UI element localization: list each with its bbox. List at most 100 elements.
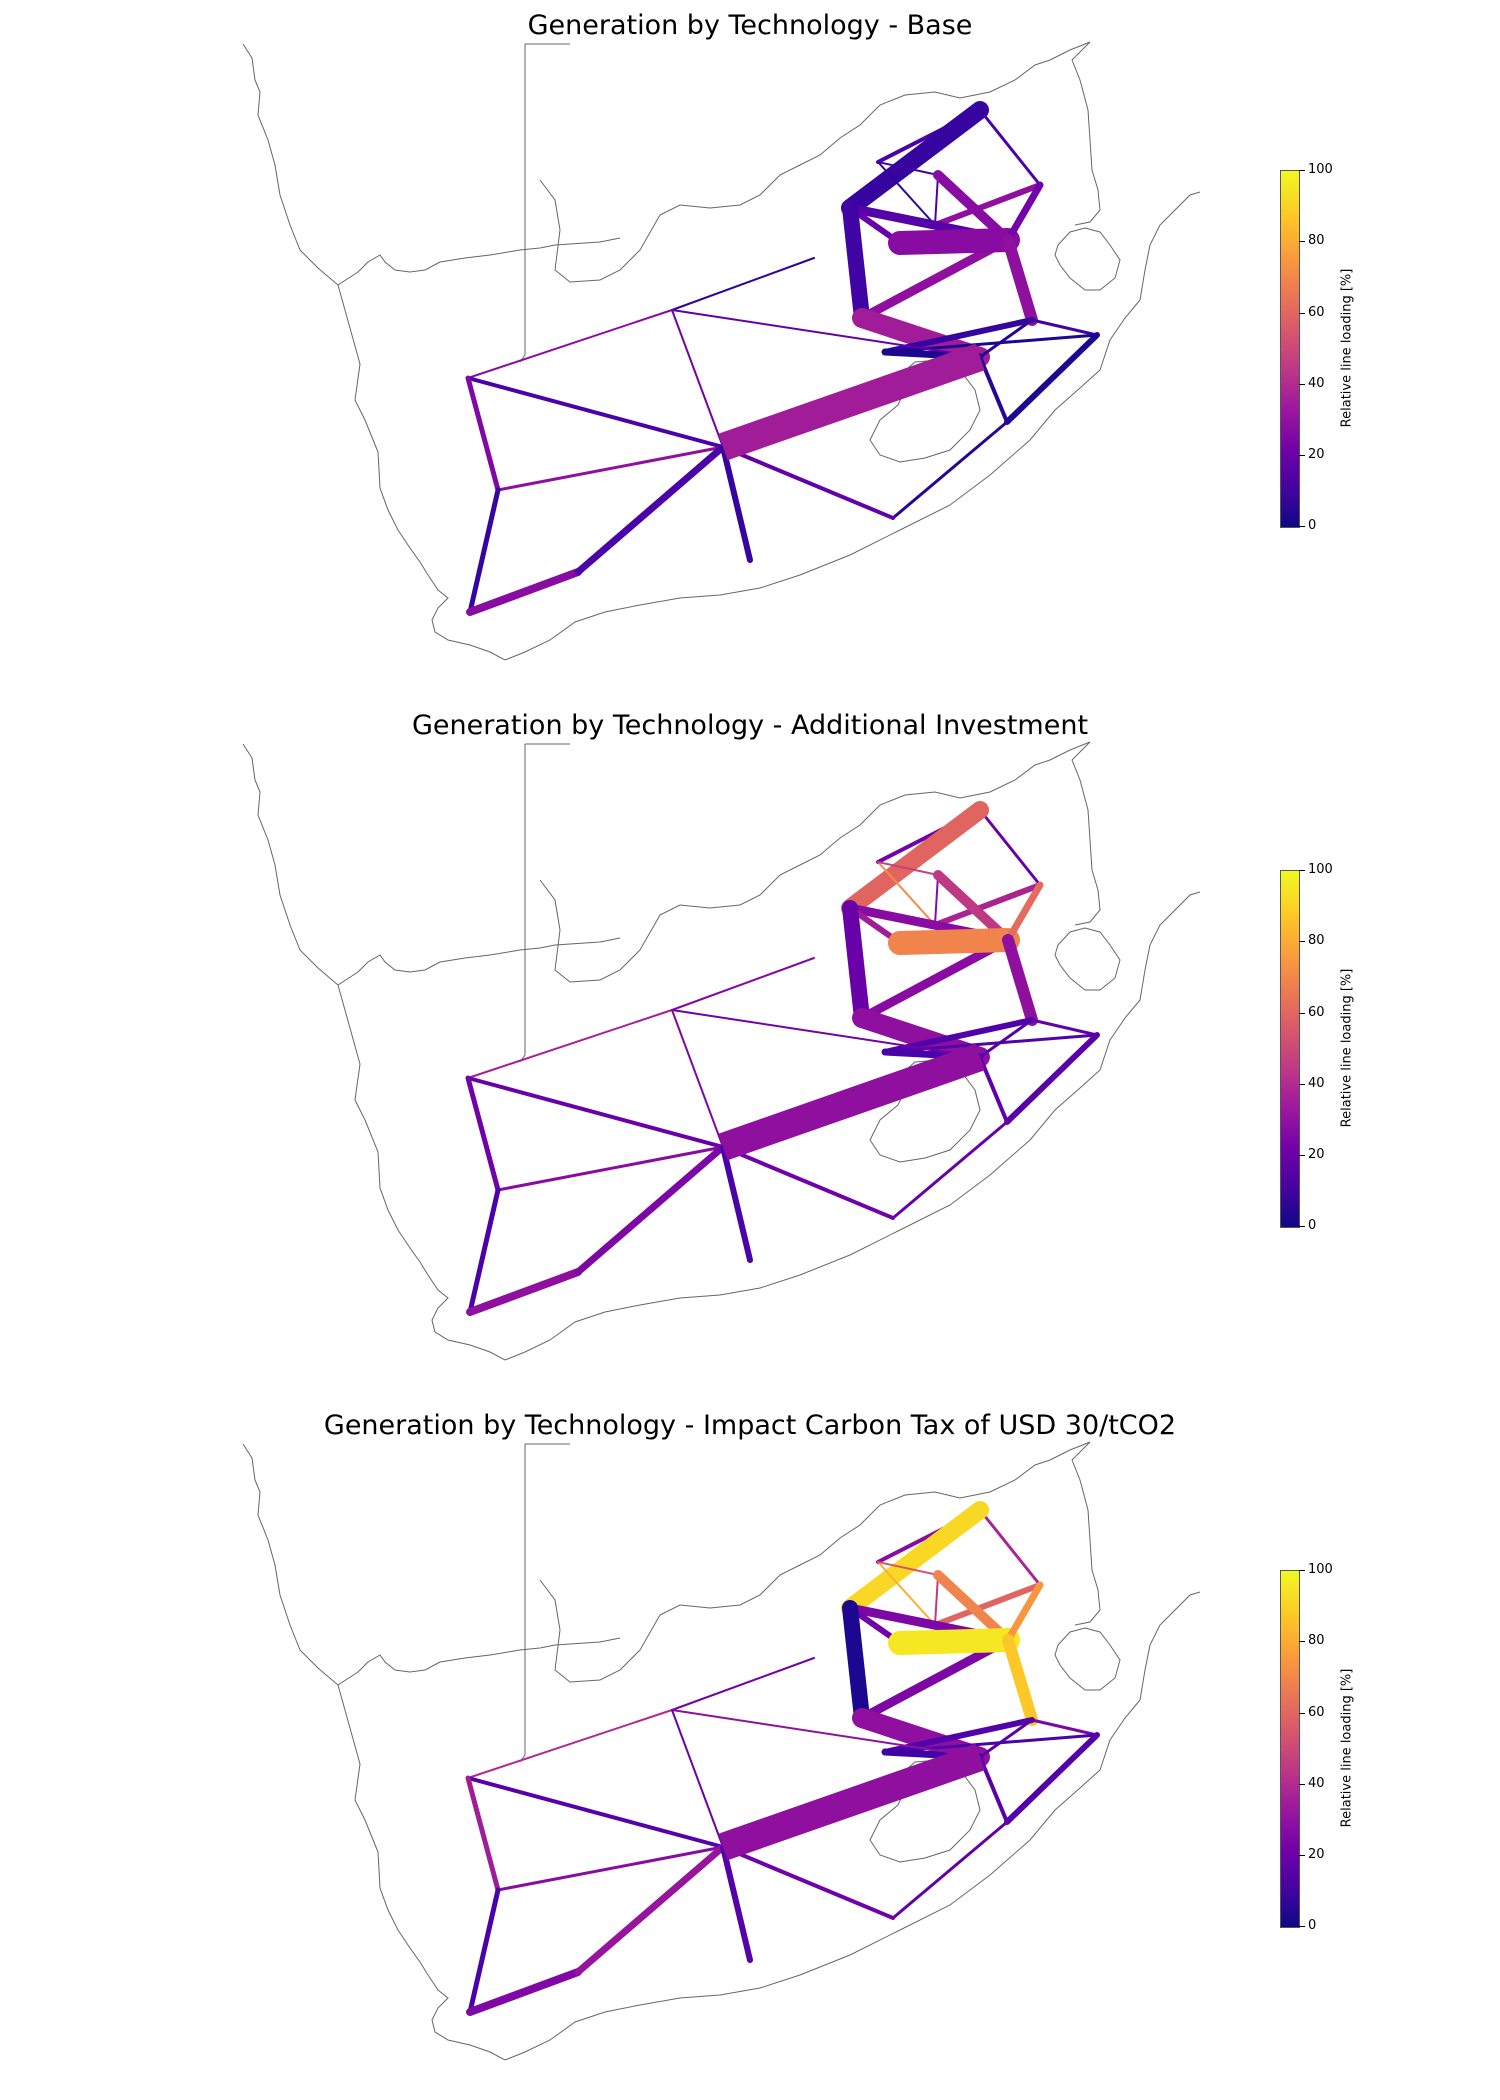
colorbar-tick	[1299, 170, 1305, 171]
colorbar-tick-label: 100	[1308, 162, 1333, 177]
colorbar-tick	[1299, 941, 1305, 942]
coastline	[1071, 41, 1091, 61]
transmission-line	[466, 1968, 582, 2016]
colorbar-tick-label: 60	[1308, 1005, 1325, 1020]
transmission-line	[978, 108, 1042, 187]
transmission-line	[1030, 1718, 1099, 1737]
transmission-line	[883, 333, 1099, 354]
transmission-line	[841, 1501, 989, 1617]
transmission-line	[978, 808, 1042, 887]
transmission-line	[877, 861, 939, 876]
transmission-line	[841, 101, 989, 217]
panel-title: Generation by Technology - Additional In…	[411, 710, 1089, 741]
colorbar-tick-label: 40	[1308, 376, 1325, 391]
transmission-line	[932, 1582, 1043, 1628]
transmission-line	[842, 900, 870, 1026]
coastline	[337, 237, 621, 286]
transmission-line	[932, 882, 1043, 928]
transmission-line	[721, 445, 895, 520]
colorbar-tick	[1299, 1084, 1305, 1085]
transmission-line	[1004, 881, 1044, 944]
colorbar-label: Relative line loading [%]	[1339, 1668, 1355, 1828]
transmission-line	[466, 1076, 725, 1149]
coastline	[519, 1444, 526, 1763]
transmission-line	[841, 801, 989, 917]
colorbar-tick-label: 40	[1308, 1076, 1325, 1091]
panel-title: Generation by Technology - Impact Carbon…	[323, 1410, 1177, 1441]
transmission-line	[1002, 934, 1038, 1026]
transmission-line	[1030, 1018, 1099, 1037]
transmission-line	[978, 1718, 1034, 1759]
colorbar-tick	[1299, 1641, 1305, 1642]
colorbar-tick	[1299, 1013, 1305, 1014]
transmission-line	[857, 235, 1013, 323]
transmission-line	[1030, 318, 1099, 337]
transmission-line	[883, 1033, 1099, 1054]
colorbar-tick	[1299, 1570, 1305, 1571]
colorbar-tick-label: 0	[1308, 518, 1317, 533]
transmission-line	[891, 1120, 1009, 1220]
transmission-line	[877, 861, 936, 926]
transmission-line	[1002, 1634, 1038, 1726]
transmission-line	[467, 1009, 673, 1079]
transmission-line	[467, 487, 501, 615]
transmission-line	[574, 1843, 727, 1976]
network-map	[242, 1441, 1201, 2061]
colorbar-tick-label: 20	[1308, 1147, 1325, 1162]
colorbar-tick	[1299, 384, 1305, 385]
transmission-line	[877, 1561, 939, 1576]
coastline	[242, 1443, 1201, 2061]
colorbar-tick	[1299, 870, 1305, 871]
transmission-line	[1004, 332, 1100, 425]
transmission-line	[465, 1075, 501, 1193]
transmission-line	[978, 1508, 1042, 1587]
colorbar-tick	[1299, 1226, 1305, 1227]
transmission-line	[934, 174, 939, 226]
coastline	[539, 1441, 1091, 1683]
transmission-line	[496, 1845, 725, 1892]
transmission-line	[877, 161, 936, 226]
colorbar-gradient	[1280, 870, 1300, 1228]
transmission-line	[888, 228, 1020, 255]
colorbar-tick-label: 20	[1308, 1847, 1325, 1862]
network-map	[242, 41, 1201, 661]
transmission-line	[978, 355, 1009, 424]
transmission-line	[891, 420, 1009, 520]
map-panel-additional-investment: Generation by Technology - Additional In…	[0, 700, 1500, 1400]
transmission-line	[934, 1574, 939, 1626]
map-panel-base: Generation by Technology - Base 100 80 6…	[0, 0, 1500, 700]
colorbar-tick-label: 80	[1308, 933, 1325, 948]
coastline	[1071, 759, 1101, 926]
coastline	[1071, 1441, 1091, 1461]
panel-title: Generation by Technology - Base	[527, 10, 973, 41]
transmission-line	[877, 161, 939, 176]
colorbar-tick	[1299, 1926, 1305, 1927]
transmission-line	[671, 309, 724, 448]
transmission-line	[671, 1009, 724, 1148]
transmission-line	[721, 1845, 895, 1920]
transmission-line	[978, 1018, 1034, 1059]
transmission-line-corridor	[718, 343, 985, 461]
coastline	[1054, 1627, 1121, 1691]
colorbar-tick-label: 80	[1308, 1633, 1325, 1648]
transmission-line	[466, 568, 582, 616]
colorbar-gradient	[1280, 1570, 1300, 1928]
network-map	[242, 741, 1201, 1361]
colorbar-tick	[1299, 455, 1305, 456]
coastline	[1071, 741, 1091, 761]
transmission-line	[574, 1143, 727, 1276]
transmission-line	[467, 1709, 673, 1779]
colorbar-tick-label: 0	[1308, 1918, 1317, 1933]
transmission-line	[671, 1657, 815, 1711]
transmission-line	[466, 376, 725, 449]
transmission-line	[978, 1755, 1009, 1824]
coastline	[1054, 927, 1121, 991]
colorbar: 100 80 60 40 20 0 Relative line loading …	[1252, 820, 1372, 1233]
map-panel-carbon-tax: Generation by Technology - Impact Carbon…	[0, 1400, 1500, 2100]
transmission-line	[1004, 1581, 1044, 1644]
transmission-line	[671, 957, 815, 1011]
colorbar-tick-label: 40	[1308, 1776, 1325, 1791]
colorbar-label: Relative line loading [%]	[1339, 968, 1355, 1128]
transmission-line-corridor	[718, 1043, 985, 1161]
transmission-line	[1004, 1032, 1100, 1125]
